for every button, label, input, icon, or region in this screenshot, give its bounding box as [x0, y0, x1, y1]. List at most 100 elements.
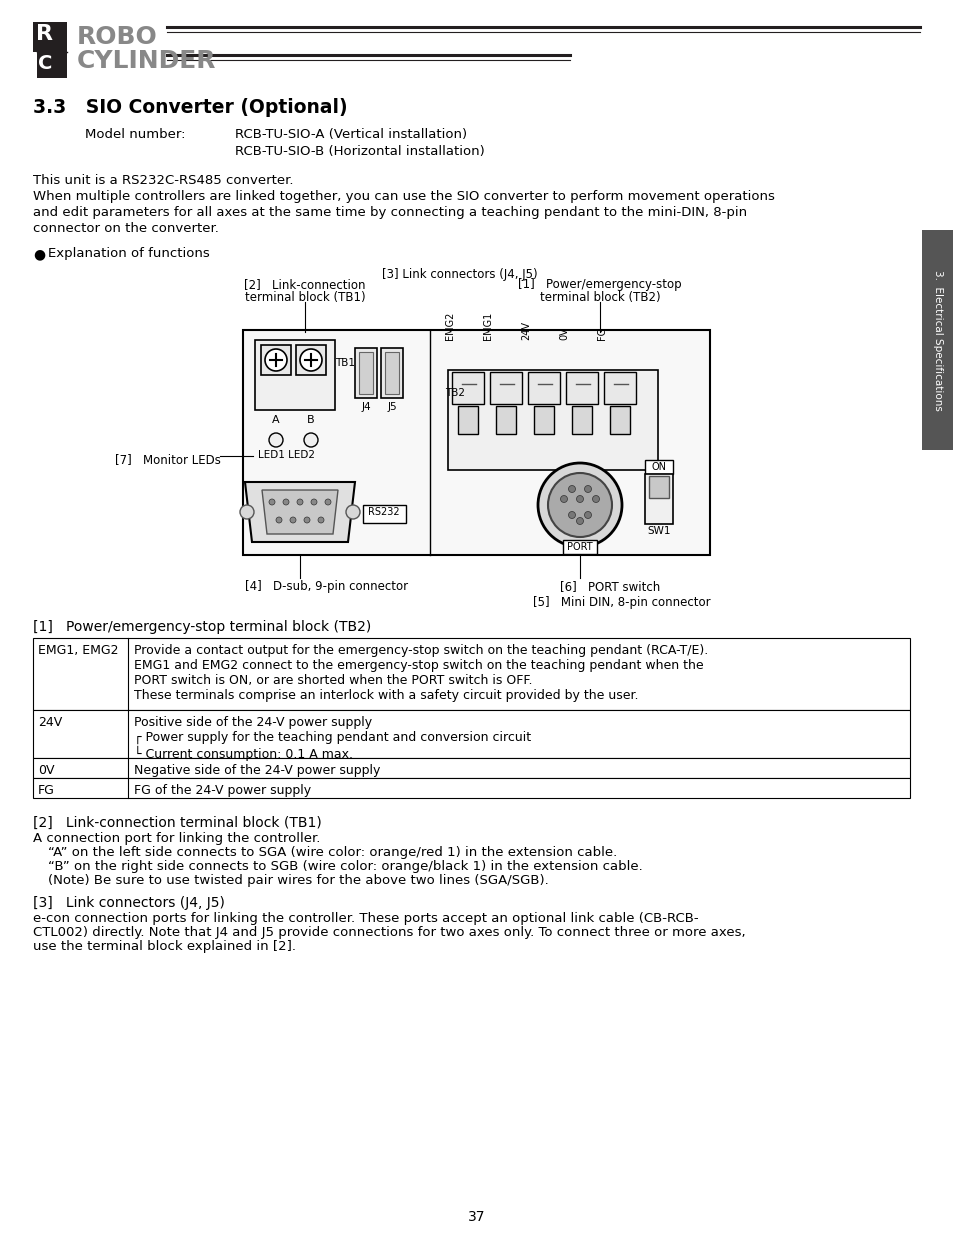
- Bar: [448, 370, 658, 471]
- Circle shape: [560, 495, 567, 503]
- Text: FG of the 24-V power supply: FG of the 24-V power supply: [133, 784, 311, 797]
- Text: Provide a contact output for the emergency-stop switch on the teaching pendant (: Provide a contact output for the emergen…: [133, 643, 707, 657]
- Bar: [452, 372, 483, 404]
- Circle shape: [592, 495, 598, 503]
- Text: SW1: SW1: [646, 526, 670, 536]
- Bar: [363, 505, 406, 522]
- Text: B: B: [307, 415, 314, 425]
- Text: EMG1 and EMG2 connect to the emergency-stop switch on the teaching pendant when : EMG1 and EMG2 connect to the emergency-s…: [133, 659, 703, 672]
- Text: Explanation of functions: Explanation of functions: [48, 247, 210, 261]
- Circle shape: [290, 517, 295, 522]
- Bar: [33, 22, 67, 52]
- Text: ROBO: ROBO: [77, 25, 157, 49]
- Circle shape: [537, 463, 621, 547]
- Text: R: R: [36, 23, 53, 44]
- Text: 3.3   SIO Converter (Optional): 3.3 SIO Converter (Optional): [33, 98, 347, 117]
- Bar: [385, 352, 398, 394]
- Text: 0V: 0V: [558, 327, 568, 340]
- Text: [1]   Power/emergency-stop: [1] Power/emergency-stop: [517, 278, 681, 291]
- Circle shape: [265, 350, 287, 370]
- Text: connector on the converter.: connector on the converter.: [33, 222, 218, 235]
- Text: RS232: RS232: [368, 508, 399, 517]
- Bar: [33, 710, 909, 758]
- Text: (Note) Be sure to use twisted pair wires for the above two lines (SGA/SGB).: (Note) Be sure to use twisted pair wires…: [48, 874, 548, 887]
- Text: Model number:: Model number:: [85, 128, 185, 141]
- Bar: [33, 638, 909, 710]
- Bar: [358, 352, 373, 394]
- Circle shape: [283, 499, 289, 505]
- Text: This unit is a RS232C-RS485 converter.: This unit is a RS232C-RS485 converter.: [33, 174, 294, 186]
- Text: Positive side of the 24-V power supply: Positive side of the 24-V power supply: [133, 716, 372, 729]
- Circle shape: [568, 511, 575, 519]
- Text: [2]   Link-connection terminal block (TB1): [2] Link-connection terminal block (TB1): [33, 816, 321, 830]
- Bar: [921, 230, 953, 450]
- Text: TB2: TB2: [444, 388, 464, 398]
- Bar: [534, 406, 554, 433]
- Circle shape: [584, 485, 591, 493]
- Circle shape: [240, 505, 253, 519]
- Bar: [644, 459, 672, 474]
- Text: 37: 37: [468, 1210, 485, 1224]
- Circle shape: [584, 511, 591, 519]
- Bar: [490, 372, 521, 404]
- Circle shape: [304, 433, 317, 447]
- Circle shape: [275, 517, 282, 522]
- Text: e-con connection ports for linking the controller. These ports accept an optiona: e-con connection ports for linking the c…: [33, 911, 698, 925]
- Polygon shape: [262, 490, 337, 534]
- Text: └ Current consumption: 0.1 A max.: └ Current consumption: 0.1 A max.: [133, 746, 353, 761]
- Text: These terminals comprise an interlock with a safety circuit provided by the user: These terminals comprise an interlock wi…: [133, 689, 638, 701]
- Bar: [254, 340, 335, 410]
- Text: [6]   PORT switch: [6] PORT switch: [559, 580, 659, 593]
- Text: RCB-TU-SIO-A (Vertical installation): RCB-TU-SIO-A (Vertical installation): [234, 128, 467, 141]
- Bar: [648, 475, 668, 498]
- Text: terminal block (TB1): terminal block (TB1): [244, 291, 365, 304]
- Circle shape: [299, 350, 322, 370]
- Text: [7]   Monitor LEDs: [7] Monitor LEDs: [115, 453, 221, 466]
- Circle shape: [304, 517, 310, 522]
- Text: EMG1: EMG1: [482, 311, 493, 340]
- Text: ON: ON: [651, 462, 666, 472]
- Text: [4]   D-sub, 9-pin connector: [4] D-sub, 9-pin connector: [245, 580, 408, 593]
- Circle shape: [576, 495, 583, 503]
- Text: terminal block (TB2): terminal block (TB2): [539, 291, 659, 304]
- Bar: [33, 778, 909, 798]
- Bar: [565, 372, 598, 404]
- Bar: [33, 758, 909, 778]
- Text: and edit parameters for all axes at the same time by connecting a teaching penda: and edit parameters for all axes at the …: [33, 206, 746, 219]
- Text: J5: J5: [387, 403, 396, 412]
- Text: 24V: 24V: [520, 321, 531, 340]
- Text: [2]   Link-connection: [2] Link-connection: [244, 278, 365, 291]
- Text: EMG2: EMG2: [444, 311, 455, 340]
- Text: A connection port for linking the controller.: A connection port for linking the contro…: [33, 832, 320, 845]
- Text: CTL002) directly. Note that J4 and J5 provide connections for two axes only. To : CTL002) directly. Note that J4 and J5 pr…: [33, 926, 745, 939]
- Bar: [457, 406, 477, 433]
- Text: [3]   Link connectors (J4, J5): [3] Link connectors (J4, J5): [33, 897, 225, 910]
- Circle shape: [317, 517, 324, 522]
- Text: FG: FG: [38, 784, 55, 797]
- Text: TB1: TB1: [335, 358, 355, 368]
- Text: PORT: PORT: [567, 542, 592, 552]
- Bar: [37, 52, 67, 78]
- Text: [1]   Power/emergency-stop terminal block (TB2): [1] Power/emergency-stop terminal block …: [33, 620, 371, 634]
- Circle shape: [346, 505, 359, 519]
- Text: A: A: [272, 415, 279, 425]
- Text: RCB-TU-SIO-B (Horizontal installation): RCB-TU-SIO-B (Horizontal installation): [234, 144, 484, 158]
- Bar: [355, 348, 376, 398]
- Text: ●: ●: [33, 247, 45, 261]
- Polygon shape: [245, 482, 355, 542]
- Text: ┌ Power supply for the teaching pendant and conversion circuit: ┌ Power supply for the teaching pendant …: [133, 731, 531, 745]
- Text: “B” on the right side connects to SGB (wire color: orange/black 1) in the extens: “B” on the right side connects to SGB (w…: [48, 860, 642, 873]
- Bar: [261, 345, 291, 375]
- Text: use the terminal block explained in [2].: use the terminal block explained in [2].: [33, 940, 295, 953]
- Text: 0V: 0V: [38, 764, 54, 777]
- Bar: [527, 372, 559, 404]
- Text: PORT switch is ON, or are shorted when the PORT switch is OFF.: PORT switch is ON, or are shorted when t…: [133, 674, 532, 687]
- Text: J4: J4: [361, 403, 371, 412]
- Text: LED1 LED2: LED1 LED2: [257, 450, 314, 459]
- Text: 3.  Electrical Specifications: 3. Electrical Specifications: [932, 269, 942, 410]
- Text: Negative side of the 24-V power supply: Negative side of the 24-V power supply: [133, 764, 380, 777]
- Circle shape: [325, 499, 331, 505]
- Bar: [562, 540, 597, 555]
- Bar: [609, 406, 629, 433]
- Circle shape: [296, 499, 303, 505]
